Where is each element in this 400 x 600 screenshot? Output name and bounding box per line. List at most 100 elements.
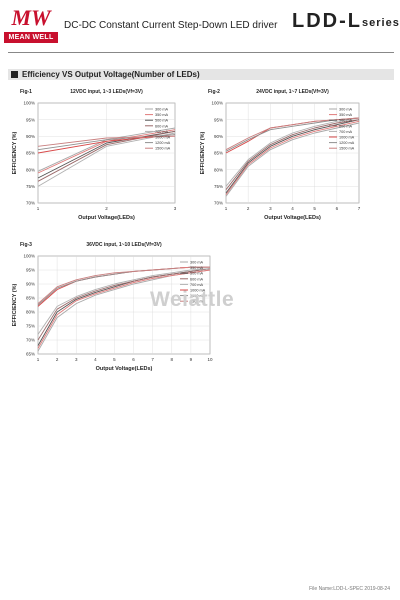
y-tick-label: 95%: [26, 117, 35, 122]
x-tick-label: 4: [94, 357, 97, 362]
meanwell-logo: MW MEAN WELL: [4, 4, 58, 44]
series-line: [37, 269, 211, 349]
fig-label: Fig-1: [20, 89, 32, 95]
chart-title: 36VDC input, 1~10 LEDs(Vf=3V): [86, 242, 162, 248]
y-tick-label: 95%: [26, 268, 35, 273]
x-tick-label: 3: [174, 206, 177, 211]
y-tick-label: 100%: [211, 101, 223, 106]
legend-label: 1000 mA: [190, 289, 206, 293]
x-tick-label: 5: [313, 206, 316, 211]
chart-title: 12VDC input, 1~3 LEDs(Vf=3V): [70, 89, 143, 95]
y-axis-label: EFFICIENCY (%): [200, 131, 206, 174]
x-tick-label: 10: [207, 357, 213, 362]
series-line: [37, 130, 176, 182]
x-tick-label: 2: [105, 206, 108, 211]
y-tick-label: 85%: [26, 296, 35, 301]
y-tick-label: 100%: [23, 254, 35, 259]
header-divider: [8, 52, 394, 53]
legend-label: 300 mA: [339, 108, 353, 112]
page-header: MW MEAN WELL DC-DC Constant Current Step…: [0, 0, 400, 50]
efficiency-chart-fig3: 65% 70% 75% 80% 85% 90% 95% 100% 1 2 3 4 5 6 7 8 9 10 300 …: [12, 242, 213, 372]
series-line: [225, 120, 360, 195]
y-tick-label: 80%: [214, 167, 223, 172]
legend-label: 1200 mA: [155, 141, 171, 145]
fig-label: Fig-3: [20, 242, 32, 248]
x-tick-label: 7: [358, 206, 361, 211]
x-tick-label: 8: [171, 357, 174, 362]
x-axis-label: Output Voltage(LEDs): [78, 215, 135, 221]
section-bar: [8, 69, 394, 80]
y-tick-label: 95%: [214, 117, 223, 122]
y-tick-label: 75%: [214, 184, 223, 189]
x-tick-label: 3: [269, 206, 272, 211]
section-title: Efficiency VS Output Voltage(Number of L…: [22, 70, 200, 79]
y-tick-label: 90%: [26, 134, 35, 139]
y-tick-label: 100%: [23, 101, 35, 106]
y-tick-label: 65%: [26, 352, 35, 357]
x-tick-label: 1: [225, 206, 228, 211]
x-tick-label: 2: [56, 357, 59, 362]
y-axis-label: EFFICIENCY (%): [12, 283, 18, 326]
watermark-text: Weiattle: [150, 288, 235, 311]
legend-label: 500 mA: [339, 119, 353, 123]
series-line: [225, 117, 360, 187]
legend-label: 300 mA: [155, 108, 169, 112]
y-tick-label: 80%: [26, 167, 35, 172]
series-line: [225, 119, 360, 190]
logo-mark: MW: [11, 5, 51, 30]
x-tick-label: 1: [37, 206, 40, 211]
series-line: [225, 117, 360, 151]
series-line: [37, 130, 176, 179]
legend-label: 700 mA: [190, 283, 204, 287]
x-tick-label: 6: [132, 357, 135, 362]
legend-label: 350 mA: [190, 266, 204, 270]
legend-label: 350 mA: [339, 113, 353, 117]
y-axis-label: EFFICIENCY (%): [12, 131, 18, 174]
section-bullet-icon: [11, 71, 18, 78]
legend-label: 1500 mA: [155, 147, 171, 151]
model-name: LDD-L: [292, 10, 362, 32]
x-axis-label: Output Voltage(LEDs): [264, 215, 321, 221]
y-tick-label: 80%: [26, 310, 35, 315]
chart-title: 24VDC input, 1~7 LEDs(Vf=3V): [256, 89, 329, 95]
document-subtitle: DC-DC Constant Current Step-Down LED dri…: [64, 20, 278, 31]
fig-label: Fig-2: [208, 89, 220, 95]
model-suffix: series: [362, 17, 400, 29]
legend-label: 1000 mA: [339, 136, 355, 140]
x-axis-label: Output Voltage(LEDs): [96, 366, 153, 372]
x-tick-label: 4: [291, 206, 294, 211]
legend-label: 600 mA: [155, 124, 169, 128]
y-tick-label: 70%: [26, 338, 35, 343]
footer-file-name: File Name:LDD-L-SPEC 2019-08-24: [309, 586, 390, 592]
x-tick-label: 6: [336, 206, 339, 211]
x-tick-label: 7: [151, 357, 154, 362]
legend-label: 1500 mA: [190, 300, 206, 304]
x-tick-label: 3: [75, 357, 78, 362]
series-line: [37, 134, 176, 151]
y-tick-label: 75%: [26, 324, 35, 329]
x-tick-label: 5: [113, 357, 116, 362]
legend-label: 1200 mA: [339, 141, 355, 145]
y-tick-label: 85%: [26, 151, 35, 156]
legend-label: 1000 mA: [155, 136, 171, 140]
y-tick-label: 70%: [214, 201, 223, 206]
logo-name: MEAN WELL: [4, 32, 58, 43]
legend-label: 350 mA: [155, 113, 169, 117]
x-tick-label: 1: [37, 357, 40, 362]
y-tick-label: 85%: [214, 151, 223, 156]
legend-label: 500 mA: [155, 119, 169, 123]
series-line: [37, 268, 211, 335]
x-tick-label: 9: [190, 357, 193, 362]
legend-label: 300 mA: [190, 261, 204, 265]
legend-label: 1200 mA: [190, 294, 206, 298]
y-tick-label: 90%: [26, 282, 35, 287]
series-line: [225, 119, 360, 194]
y-tick-label: 75%: [26, 184, 35, 189]
legend-label: 600 mA: [339, 124, 353, 128]
y-tick-label: 90%: [214, 134, 223, 139]
x-tick-label: 2: [247, 206, 250, 211]
legend-label: 600 mA: [190, 277, 204, 281]
legend-label: 1500 mA: [339, 147, 355, 151]
